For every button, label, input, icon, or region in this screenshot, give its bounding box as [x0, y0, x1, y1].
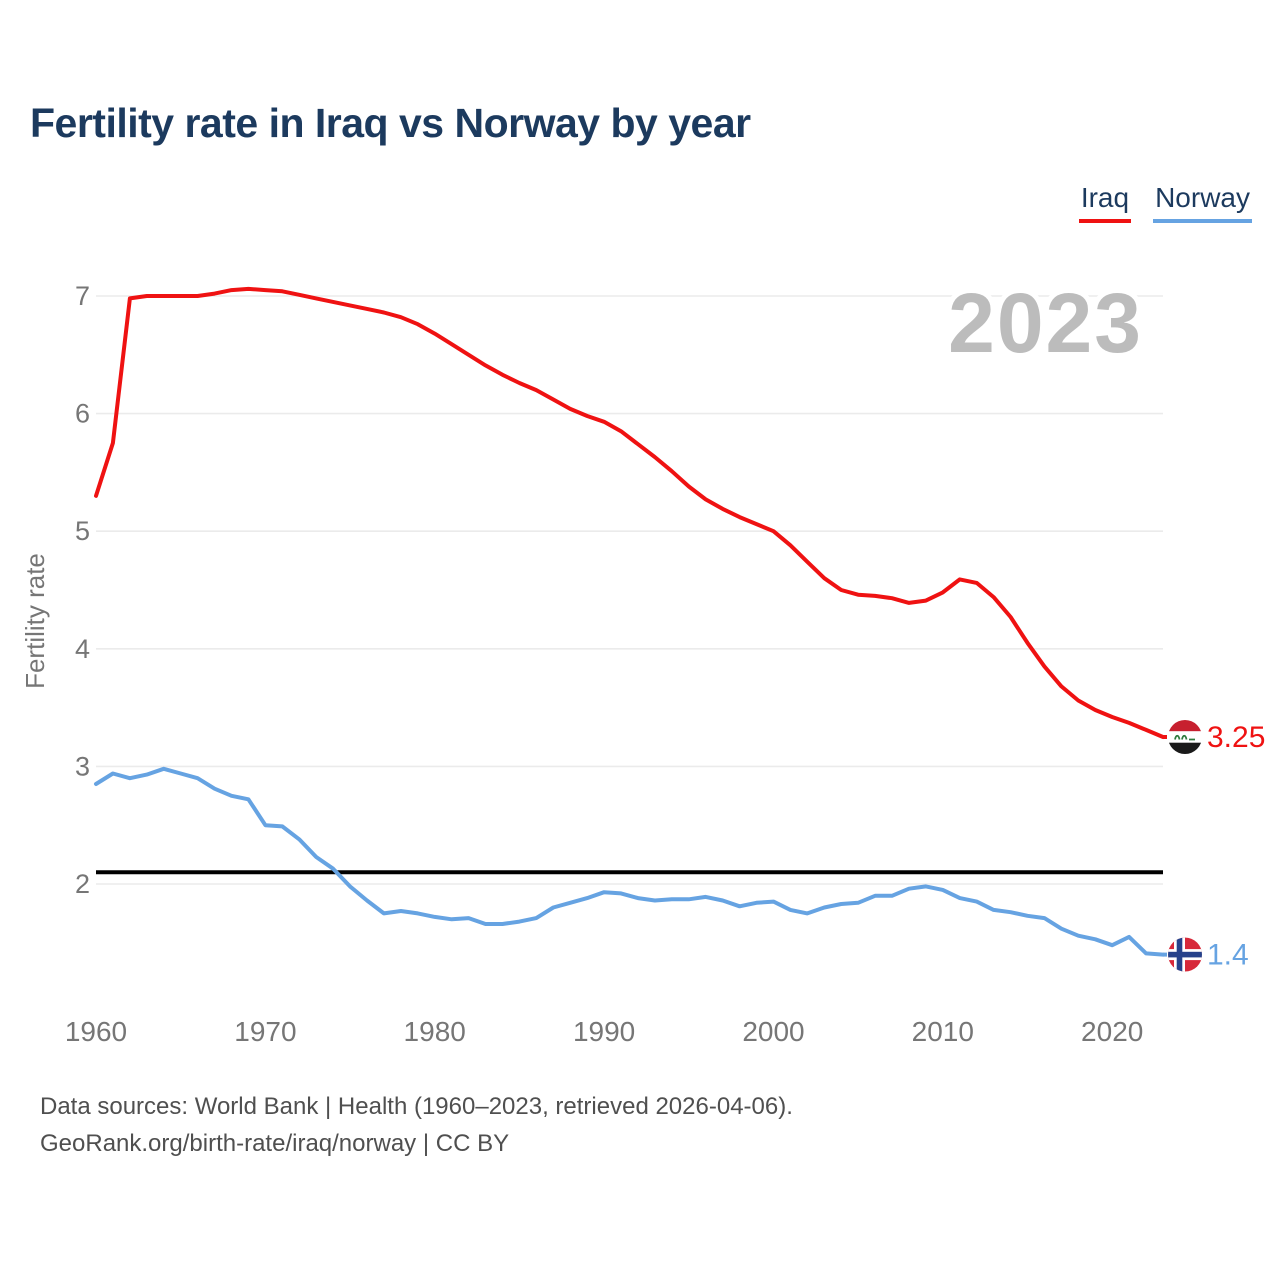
x-tick-label: 1980: [404, 1016, 466, 1047]
x-tick-label: 1970: [234, 1016, 296, 1047]
x-tick-label: 2000: [742, 1016, 804, 1047]
iraq-end-value: 3.25: [1207, 721, 1265, 754]
x-tick-label: 2010: [912, 1016, 974, 1047]
legend-label-iraq: Iraq: [1080, 182, 1130, 213]
y-axis-title: Fertility rate: [20, 553, 50, 689]
y-tick-label: 4: [75, 634, 90, 664]
y-tick-label: 5: [75, 516, 90, 546]
legend-item-iraq[interactable]: Iraq: [1078, 182, 1132, 223]
page-title: Fertility rate in Iraq vs Norway by year: [30, 100, 751, 146]
norway-flag-icon: [1168, 937, 1202, 972]
norway-line: [94, 766, 1165, 957]
y-tick-label: 2: [75, 869, 90, 899]
footer-attribution: GeoRank.org/birth-rate/iraq/norway | CC …: [40, 1130, 510, 1157]
x-tick-label: 2020: [1081, 1016, 1143, 1047]
iraq-line: [94, 286, 1165, 739]
legend-item-norway[interactable]: Norway: [1153, 182, 1252, 223]
footer: Data sources: World Bank | Health (1960–…: [40, 1088, 793, 1162]
footer-sources: Data sources: World Bank | Health (1960–…: [40, 1093, 793, 1120]
legend: Iraq Norway: [1078, 182, 1252, 223]
norway-end-value: 1.4: [1207, 939, 1249, 972]
y-tick-label: 6: [75, 399, 90, 429]
watermark-year: 2023: [948, 276, 1143, 370]
legend-label-norway: Norway: [1155, 182, 1250, 213]
y-tick-label: 3: [75, 751, 90, 781]
x-tick-label: 1960: [65, 1016, 127, 1047]
iraq-flag-icon: [1168, 720, 1202, 754]
x-tick-label: 1990: [573, 1016, 635, 1047]
y-tick-label: 7: [75, 281, 90, 311]
